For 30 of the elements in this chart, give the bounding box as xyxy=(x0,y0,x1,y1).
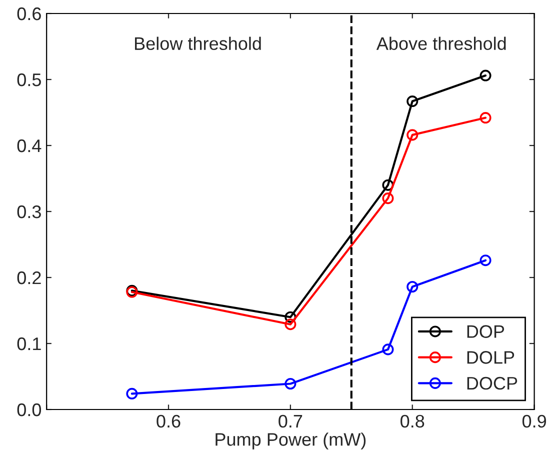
point xyxy=(480,70,492,82)
y-tick-label: 0.6 xyxy=(17,7,41,20)
point xyxy=(480,112,492,124)
point xyxy=(382,192,394,204)
x-tick-label: 0.9 xyxy=(522,414,546,428)
point xyxy=(284,311,296,323)
point xyxy=(284,318,296,330)
x-tick-label: 0.8 xyxy=(400,414,424,428)
y-tick-label: 0.2 xyxy=(17,271,41,284)
y-tick-label: 0.1 xyxy=(17,337,41,350)
y-tick-label: 0.4 xyxy=(17,139,42,152)
x-tick-label: 0.6 xyxy=(156,414,180,428)
x-axis-title: Pump Power (mW) xyxy=(216,432,366,450)
y-tick-label: 0.3 xyxy=(17,205,41,218)
point xyxy=(382,179,394,191)
point xyxy=(406,129,418,141)
y-tick-label: 0.0 xyxy=(17,403,42,416)
legend-label: DOP xyxy=(467,325,504,338)
x-tick-label: 0.7 xyxy=(278,414,302,428)
legend-label: DOLP xyxy=(467,351,514,364)
point xyxy=(406,96,418,108)
point xyxy=(284,378,296,390)
annotation: Above threshold xyxy=(376,36,506,50)
point xyxy=(480,254,492,266)
point xyxy=(126,388,138,400)
y-tick-label: 0.5 xyxy=(17,73,41,86)
point xyxy=(406,280,418,293)
annotation: Below threshold xyxy=(135,36,261,50)
point xyxy=(382,344,394,356)
legend-label: DOCP xyxy=(467,376,518,390)
